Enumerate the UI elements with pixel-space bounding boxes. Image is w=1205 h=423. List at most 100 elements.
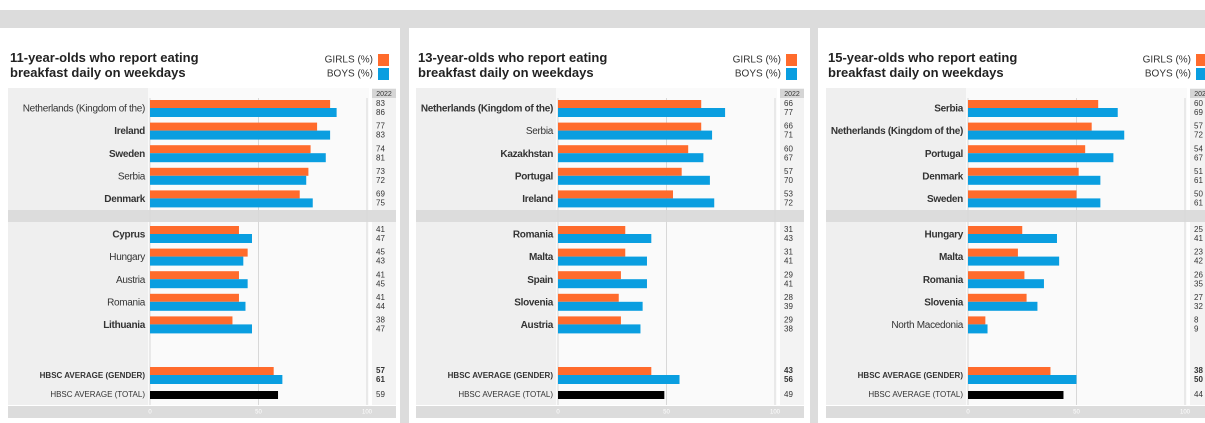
value-label: 43 (376, 257, 385, 266)
bar (968, 153, 1114, 163)
bar (150, 145, 311, 154)
axis-band (416, 406, 804, 418)
legend-swatch (378, 68, 389, 80)
x-tick-label: 50 (255, 410, 262, 416)
bar (558, 226, 626, 234)
value-label: 43 (784, 234, 793, 243)
bar (558, 108, 726, 117)
value-label: 57 (784, 167, 793, 176)
bar (150, 234, 252, 243)
average-bar (968, 367, 1051, 375)
chart-title: 15-year-olds who report eating breakfast… (828, 50, 1018, 80)
value-label: 44 (376, 302, 385, 311)
category-label: Slovenia (924, 297, 963, 308)
bar (558, 167, 682, 176)
average-bar (558, 367, 652, 375)
average-bar (968, 375, 1077, 384)
bar (968, 301, 1038, 311)
category-label: Portugal (515, 171, 554, 182)
average-value: 56 (784, 375, 793, 384)
x-tick-label: 0 (966, 410, 970, 416)
bar (968, 145, 1086, 154)
group-separator (826, 210, 1205, 222)
top-strip (0, 10, 1205, 28)
bar (558, 153, 704, 163)
bar (150, 316, 233, 325)
bar (150, 279, 248, 289)
bar (150, 293, 239, 302)
year-label: 2022 (376, 91, 392, 98)
value-label: 83 (376, 99, 385, 108)
category-label: Sweden (927, 194, 963, 205)
average-value: 44 (1194, 390, 1203, 399)
total-bar (558, 391, 665, 399)
value-label: 31 (784, 225, 793, 234)
value-label: 73 (376, 167, 385, 176)
bar (150, 130, 331, 140)
value-label: 71 (784, 131, 793, 140)
separator (810, 10, 818, 423)
bar (150, 100, 331, 108)
group-separator (416, 210, 804, 222)
bar (558, 301, 643, 311)
value-label: 72 (376, 176, 385, 185)
value-label: 60 (1194, 99, 1203, 108)
year-box (372, 89, 396, 98)
value-label: 75 (376, 199, 385, 208)
value-label: 26 (1194, 270, 1203, 279)
average-label: HBSC AVERAGE (GENDER) (858, 371, 964, 380)
category-label: Austria (116, 275, 146, 286)
value-label: 28 (784, 293, 793, 302)
value-label: 53 (784, 190, 793, 199)
bar (150, 324, 252, 334)
category-label: Kazakhstan (500, 149, 553, 160)
bar (968, 316, 986, 325)
total-bar (968, 391, 1064, 399)
bar (558, 234, 652, 243)
category-label: North Macedonia (891, 320, 963, 331)
bar (558, 248, 626, 257)
bar (558, 145, 689, 154)
category-label: Denmark (104, 194, 145, 205)
value-label: 66 (784, 99, 793, 108)
bar (558, 198, 715, 208)
value-column (1190, 88, 1205, 405)
bar (150, 167, 309, 176)
value-label: 66 (784, 122, 793, 131)
category-label: Netherlands (Kingdom of the) (421, 104, 553, 115)
value-label: 70 (784, 176, 793, 185)
value-label: 29 (784, 316, 793, 325)
value-label: 67 (1194, 153, 1203, 162)
category-label: Lithuania (103, 320, 145, 331)
average-label: HBSC AVERAGE (TOTAL) (50, 390, 145, 399)
value-label: 35 (1194, 279, 1203, 288)
axis-band (826, 406, 1205, 418)
legend-label: GIRLS (%) (733, 55, 781, 66)
legend-label: BOYS (%) (1145, 69, 1191, 80)
value-label: 31 (784, 248, 793, 257)
legend-label: BOYS (%) (735, 69, 781, 80)
value-label: 9 (1194, 325, 1199, 334)
value-label: 38 (376, 316, 385, 325)
category-label: Ireland (522, 194, 553, 205)
value-label: 41 (376, 225, 385, 234)
category-label: Serbia (118, 171, 146, 182)
value-label: 23 (1194, 248, 1203, 257)
value-label: 41 (1194, 234, 1203, 243)
bar (968, 256, 1060, 266)
bar (968, 293, 1027, 302)
x-tick-label: 100 (1180, 410, 1191, 416)
year-label: 2022 (784, 91, 800, 98)
value-label: 29 (784, 270, 793, 279)
bar (558, 100, 702, 108)
bar (558, 324, 641, 334)
category-label: Portugal (925, 149, 964, 160)
value-column (372, 88, 396, 405)
bar (150, 175, 307, 185)
category-label: Romania (513, 230, 554, 241)
category-label: Malta (939, 252, 964, 263)
average-value: 43 (784, 366, 793, 375)
separator (400, 10, 409, 423)
bar (968, 100, 1099, 108)
label-area (416, 88, 556, 405)
